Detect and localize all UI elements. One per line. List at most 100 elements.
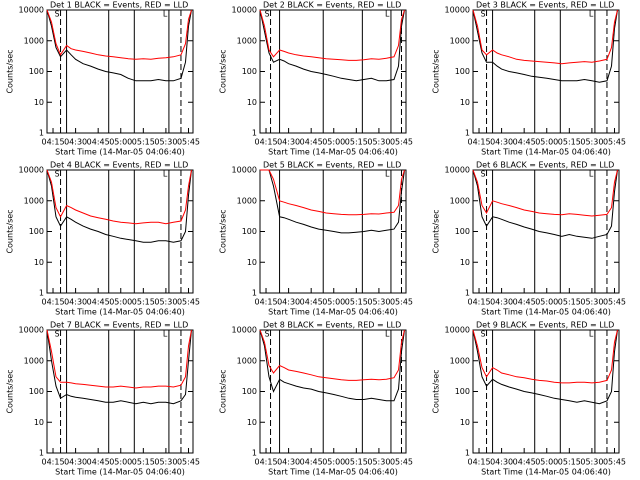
x-tick-label: 05:30 xyxy=(154,298,177,307)
series-line xyxy=(46,169,192,243)
x-tick-label: 04:45 xyxy=(300,458,323,467)
y-axis-label: Counts/sec xyxy=(6,49,15,93)
x-tick-label: 05:15 xyxy=(132,458,155,467)
panel-title: Det 6 BLACK = Events, RED = LLD xyxy=(476,161,614,170)
y-axis-label: Counts/sec xyxy=(219,49,228,93)
marker-label: L xyxy=(589,330,594,339)
y-tick-label: 10000 xyxy=(445,166,470,175)
plot-frame xyxy=(472,169,620,294)
x-tick-label: 05:15 xyxy=(558,458,581,467)
series-line xyxy=(472,329,618,405)
marker-label: L xyxy=(589,10,594,19)
y-axis-label: Counts/sec xyxy=(432,49,441,93)
plot-frame xyxy=(472,329,620,454)
x-tick-label: 05:00 xyxy=(109,458,132,467)
x-tick-label: 05:45 xyxy=(390,458,413,467)
y-tick-label: 100 xyxy=(455,387,470,396)
x-tick-label: 05:15 xyxy=(132,298,155,307)
series-line xyxy=(259,329,405,402)
x-tick-label: 05:00 xyxy=(109,138,132,147)
y-tick-label: 1 xyxy=(465,449,470,458)
x-tick-label: 04:30 xyxy=(64,458,87,467)
series-line xyxy=(472,169,618,217)
panel: Det 4 BLACK = Events, RED = LLD 1 10 100 100… xyxy=(6,161,201,317)
x-tick-label: 05:00 xyxy=(322,298,345,307)
x-tick-label: 04:45 xyxy=(513,298,536,307)
x-tick-label: 05:00 xyxy=(322,138,345,147)
panel-title: Det 4 BLACK = Events, RED = LLD xyxy=(50,161,188,170)
series-line xyxy=(46,329,192,389)
x-tick-label: 05:45 xyxy=(390,298,413,307)
x-axis-label: Start Time (14-Mar-05 04:06:40) xyxy=(55,148,185,157)
series-line xyxy=(46,9,192,60)
series-line xyxy=(46,169,192,225)
panel-title: Det 7 BLACK = Events, RED = LLD xyxy=(50,321,188,330)
y-tick-label: 1000 xyxy=(237,196,257,205)
x-tick-label: 04:15 xyxy=(467,458,490,467)
y-tick-label: 10000 xyxy=(232,6,257,15)
x-tick-label: 04:45 xyxy=(87,298,110,307)
x-tick-label: 05:45 xyxy=(603,298,626,307)
series-line xyxy=(472,9,618,83)
y-tick-label: 1000 xyxy=(237,36,257,45)
y-tick-label: 10000 xyxy=(232,326,257,335)
series-line xyxy=(259,329,405,381)
y-axis-label: Counts/sec xyxy=(219,209,228,253)
x-tick-label: 05:15 xyxy=(345,458,368,467)
x-axis-label: Start Time (14-Mar-05 04:06:40) xyxy=(481,308,611,317)
y-tick-label: 100 xyxy=(29,67,44,76)
x-axis-label: Start Time (14-Mar-05 04:06:40) xyxy=(55,308,185,317)
x-tick-label: 05:15 xyxy=(558,138,581,147)
panel-title: Det 5 BLACK = Events, RED = LLD xyxy=(263,161,401,170)
panel: Det 3 BLACK = Events, RED = LLD 1 10 100 100… xyxy=(432,1,627,157)
y-tick-label: 10 xyxy=(34,418,44,427)
plot-frame xyxy=(46,169,194,294)
y-tick-label: 100 xyxy=(242,227,257,236)
y-tick-label: 10 xyxy=(247,418,257,427)
y-axis-label: Counts/sec xyxy=(219,369,228,413)
x-tick-label: 04:30 xyxy=(277,138,300,147)
x-tick-label: 04:30 xyxy=(490,138,513,147)
x-tick-label: 04:45 xyxy=(87,458,110,467)
y-tick-label: 1 xyxy=(465,289,470,298)
plot-frame xyxy=(46,9,194,134)
x-axis-label: Start Time (14-Mar-05 04:06:40) xyxy=(268,308,398,317)
x-tick-label: 04:30 xyxy=(64,298,87,307)
marker-label: S xyxy=(481,170,486,179)
series-line xyxy=(46,9,192,82)
x-tick-label: 05:30 xyxy=(367,458,390,467)
x-tick-label: 04:15 xyxy=(254,458,277,467)
marker-label: S xyxy=(481,330,486,339)
y-tick-label: 10000 xyxy=(232,166,257,175)
y-tick-label: 1 xyxy=(465,129,470,138)
y-tick-label: 1 xyxy=(252,129,257,138)
x-tick-label: 04:45 xyxy=(87,138,110,147)
marker-label: L xyxy=(385,330,390,339)
x-tick-label: 05:30 xyxy=(580,458,603,467)
x-tick-label: 04:30 xyxy=(490,298,513,307)
panel-title: Det 1 BLACK = Events, RED = LLD xyxy=(50,1,188,10)
y-tick-label: 10000 xyxy=(19,326,44,335)
x-tick-label: 04:15 xyxy=(467,298,490,307)
panel: Det 1 BLACK = Events, RED = LLD 1 10 100 100… xyxy=(6,1,201,157)
x-axis-label: Start Time (14-Mar-05 04:06:40) xyxy=(481,468,611,477)
y-tick-label: 1 xyxy=(252,449,257,458)
plot-frame xyxy=(259,9,407,134)
x-tick-label: 05:30 xyxy=(580,298,603,307)
y-tick-label: 100 xyxy=(455,227,470,236)
y-tick-label: 10 xyxy=(34,258,44,267)
x-tick-label: 04:15 xyxy=(467,138,490,147)
y-tick-label: 100 xyxy=(242,387,257,396)
x-tick-label: 04:45 xyxy=(513,138,536,147)
panel-title: Det 3 BLACK = Events, RED = LLD xyxy=(476,1,614,10)
x-tick-label: 05:30 xyxy=(154,138,177,147)
y-tick-label: 100 xyxy=(29,227,44,236)
y-tick-label: 1000 xyxy=(237,356,257,365)
panel: Det 5 BLACK = Events, RED = LLD 1 10 100 100… xyxy=(219,161,414,317)
marker-label: L xyxy=(385,10,390,19)
panel: Det 9 BLACK = Events, RED = LLD 1 10 100 100… xyxy=(432,321,627,477)
panel: Det 8 BLACK = Events, RED = LLD 1 10 100 100… xyxy=(219,321,414,477)
series-line xyxy=(472,9,618,65)
y-tick-label: 1000 xyxy=(450,196,470,205)
